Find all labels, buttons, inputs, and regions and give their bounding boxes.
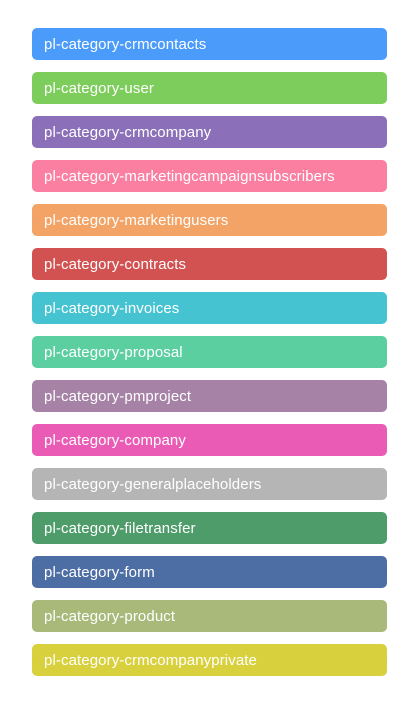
- category-pill-generalplaceholders[interactable]: pl-category-generalplaceholders: [32, 468, 387, 500]
- category-pill-crmcontacts[interactable]: pl-category-crmcontacts: [32, 28, 387, 60]
- category-list: pl-category-crmcontacts pl-category-user…: [32, 28, 387, 676]
- category-pill-pmproject[interactable]: pl-category-pmproject: [32, 380, 387, 412]
- category-pill-crmcompanyprivate[interactable]: pl-category-crmcompanyprivate: [32, 644, 387, 676]
- category-pill-invoices[interactable]: pl-category-invoices: [32, 292, 387, 324]
- category-pill-marketingusers[interactable]: pl-category-marketingusers: [32, 204, 387, 236]
- category-pill-proposal[interactable]: pl-category-proposal: [32, 336, 387, 368]
- category-pill-contracts[interactable]: pl-category-contracts: [32, 248, 387, 280]
- category-pill-form[interactable]: pl-category-form: [32, 556, 387, 588]
- category-pill-filetransfer[interactable]: pl-category-filetransfer: [32, 512, 387, 544]
- category-pill-marketingcampaignsubscribers[interactable]: pl-category-marketingcampaignsubscribers: [32, 160, 387, 192]
- category-pill-crmcompany[interactable]: pl-category-crmcompany: [32, 116, 387, 148]
- category-pill-company[interactable]: pl-category-company: [32, 424, 387, 456]
- category-pill-product[interactable]: pl-category-product: [32, 600, 387, 632]
- category-pill-user[interactable]: pl-category-user: [32, 72, 387, 104]
